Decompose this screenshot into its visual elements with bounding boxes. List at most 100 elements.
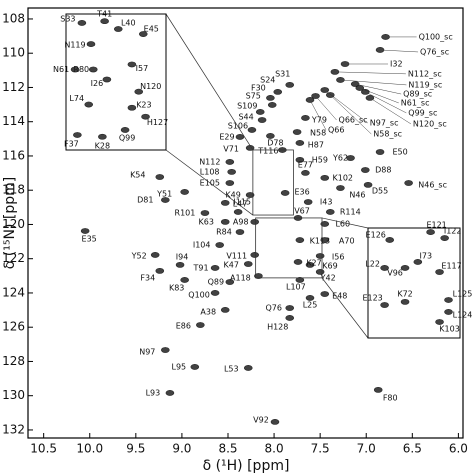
peak-label: Y42 bbox=[320, 273, 336, 282]
peak-label: L93 bbox=[146, 388, 161, 397]
peak bbox=[444, 297, 453, 303]
peak bbox=[375, 149, 385, 155]
peak bbox=[98, 133, 107, 140]
peak bbox=[363, 181, 373, 188]
peak bbox=[120, 127, 130, 133]
peak-label: E86 bbox=[176, 321, 191, 330]
peak bbox=[320, 237, 330, 243]
peak-label: K102 bbox=[333, 173, 354, 182]
peak bbox=[180, 189, 189, 195]
peak-label: E123 bbox=[362, 294, 382, 303]
peak bbox=[255, 109, 265, 115]
peak-label: V67 bbox=[294, 206, 310, 215]
peak bbox=[80, 228, 90, 234]
peak-label: I73 bbox=[420, 251, 433, 260]
peak-label: E48 bbox=[332, 291, 347, 300]
peak-label: D55 bbox=[372, 186, 388, 195]
x-tick-label: 8.5 bbox=[218, 442, 237, 456]
peak bbox=[257, 117, 267, 123]
zoom-region bbox=[252, 149, 294, 216]
peak bbox=[440, 235, 449, 241]
x-tick-label: 8.0 bbox=[265, 442, 284, 456]
peak-label: Q100 bbox=[188, 290, 210, 299]
peak-label: I43 bbox=[320, 198, 333, 207]
x-axis-title: δ (¹H) [ppm] bbox=[203, 458, 290, 474]
peak-label: I32 bbox=[390, 59, 403, 68]
peak-label: K83 bbox=[169, 283, 184, 292]
y-tick-label: 130 bbox=[2, 388, 25, 402]
peak-label: Q76 bbox=[265, 304, 281, 313]
x-tick-label: 9.0 bbox=[172, 442, 191, 456]
peak-label: L40 bbox=[121, 19, 136, 28]
peak-label: K69 bbox=[322, 261, 337, 270]
peak bbox=[88, 66, 98, 73]
connector bbox=[321, 277, 369, 339]
peak bbox=[426, 229, 435, 235]
peak bbox=[225, 279, 235, 285]
peak-label: K49 bbox=[225, 191, 240, 200]
peak-label: Y62 bbox=[332, 154, 348, 163]
peak bbox=[320, 221, 330, 227]
peak bbox=[161, 347, 170, 353]
peak bbox=[155, 174, 165, 180]
peak-label: E117 bbox=[441, 262, 461, 271]
y-tick-label: 128 bbox=[2, 354, 25, 368]
y-tick-label: 118 bbox=[2, 183, 25, 197]
peak-label: Y79 bbox=[311, 115, 327, 124]
peak-label: A98 bbox=[233, 217, 249, 226]
peak bbox=[320, 174, 330, 181]
peak-label: L60 bbox=[335, 219, 350, 228]
leader-line bbox=[334, 71, 406, 75]
peak bbox=[113, 26, 123, 32]
leader-line bbox=[380, 49, 419, 53]
peak bbox=[190, 364, 200, 370]
peak bbox=[196, 322, 205, 328]
peak-label: E29 bbox=[219, 132, 234, 141]
x-tick-label: 6.0 bbox=[449, 442, 468, 456]
x-tick-label: 10.0 bbox=[76, 442, 103, 456]
peak-label: K28 bbox=[95, 141, 110, 150]
y-tick-label: 108 bbox=[2, 11, 25, 25]
peak bbox=[225, 180, 235, 186]
peak-label: K47 bbox=[224, 261, 239, 270]
peak bbox=[100, 18, 109, 25]
x-tick-label: 6.5 bbox=[403, 442, 422, 456]
peak bbox=[295, 156, 305, 163]
peak-label: L108 bbox=[200, 167, 220, 176]
peak-label: I94 bbox=[176, 252, 189, 261]
peak bbox=[200, 210, 210, 216]
peak-label: A70 bbox=[339, 237, 355, 246]
leader-line bbox=[340, 79, 407, 86]
x-tick-label: 9.5 bbox=[126, 442, 145, 456]
peak bbox=[380, 302, 389, 308]
peak-label: H128 bbox=[267, 322, 288, 331]
peak-label: L124 bbox=[453, 310, 473, 319]
peak bbox=[220, 199, 230, 206]
peak bbox=[243, 365, 253, 371]
peak-label: Q76_sc bbox=[420, 47, 449, 56]
peak bbox=[250, 218, 260, 225]
peak-label: S75 bbox=[246, 91, 261, 100]
peak bbox=[235, 229, 245, 235]
peak-label: K27 bbox=[306, 258, 321, 267]
peak-label: N120_sc bbox=[413, 119, 447, 128]
peak bbox=[273, 89, 283, 95]
peak bbox=[404, 180, 413, 186]
peak-label: N97_sc bbox=[370, 119, 399, 128]
peak bbox=[435, 269, 444, 275]
peak-label: T91 bbox=[193, 263, 209, 272]
peak bbox=[73, 132, 82, 138]
connector bbox=[321, 217, 369, 229]
peak bbox=[127, 104, 137, 111]
peak-label: F37 bbox=[64, 139, 79, 148]
peak bbox=[84, 101, 94, 108]
peak-label: V71 bbox=[223, 144, 239, 153]
peak bbox=[243, 261, 253, 267]
peak bbox=[227, 168, 236, 175]
y-tick-label: 132 bbox=[2, 422, 25, 436]
peak-label: I26 bbox=[91, 79, 104, 88]
peak bbox=[220, 218, 230, 225]
peak-label: H127 bbox=[147, 118, 168, 127]
peak-label: R114 bbox=[340, 207, 361, 216]
